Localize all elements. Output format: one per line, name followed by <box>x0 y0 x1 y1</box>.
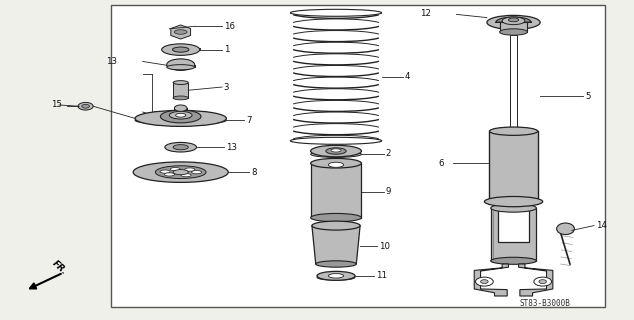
Ellipse shape <box>311 158 361 168</box>
Text: 4: 4 <box>404 72 410 81</box>
Bar <box>510 35 517 131</box>
Ellipse shape <box>135 116 226 125</box>
Ellipse shape <box>174 105 187 111</box>
Ellipse shape <box>176 113 186 117</box>
Ellipse shape <box>534 277 552 286</box>
Text: 5: 5 <box>585 92 591 100</box>
Ellipse shape <box>174 30 187 34</box>
Ellipse shape <box>487 15 540 29</box>
Bar <box>311 163 361 218</box>
Ellipse shape <box>539 280 547 284</box>
Bar <box>489 131 538 202</box>
Polygon shape <box>519 264 553 296</box>
Ellipse shape <box>82 104 89 108</box>
Text: 6: 6 <box>438 159 444 168</box>
Text: 11: 11 <box>376 271 387 280</box>
Ellipse shape <box>326 148 346 154</box>
Text: 12: 12 <box>420 9 431 18</box>
Ellipse shape <box>328 274 344 278</box>
Ellipse shape <box>172 47 189 52</box>
Ellipse shape <box>489 197 538 206</box>
Polygon shape <box>496 17 531 22</box>
Ellipse shape <box>491 257 536 264</box>
Ellipse shape <box>173 81 188 84</box>
Ellipse shape <box>491 204 536 212</box>
Polygon shape <box>171 25 191 39</box>
Ellipse shape <box>502 17 525 25</box>
Text: 3: 3 <box>224 83 230 92</box>
Text: 13: 13 <box>107 57 117 66</box>
Text: 14: 14 <box>596 221 607 230</box>
Ellipse shape <box>312 221 360 230</box>
Text: 8: 8 <box>251 168 257 177</box>
Bar <box>491 208 536 261</box>
Text: 16: 16 <box>224 22 235 31</box>
Text: 7: 7 <box>246 116 252 124</box>
Ellipse shape <box>500 29 527 35</box>
Text: 13: 13 <box>226 143 236 152</box>
Ellipse shape <box>162 44 200 55</box>
Text: 2: 2 <box>385 149 391 158</box>
Ellipse shape <box>173 145 188 150</box>
Ellipse shape <box>476 277 493 286</box>
Text: 9: 9 <box>385 188 391 196</box>
Ellipse shape <box>160 170 170 173</box>
Ellipse shape <box>311 145 361 157</box>
Ellipse shape <box>160 110 201 123</box>
Ellipse shape <box>164 173 174 176</box>
Ellipse shape <box>165 142 197 152</box>
Bar <box>111 5 605 307</box>
Text: ST83-B3000B: ST83-B3000B <box>520 299 571 308</box>
Ellipse shape <box>317 275 355 280</box>
Ellipse shape <box>311 213 361 222</box>
Ellipse shape <box>170 168 180 171</box>
Ellipse shape <box>508 18 519 22</box>
Bar <box>173 83 188 98</box>
Ellipse shape <box>167 65 195 70</box>
Ellipse shape <box>316 261 356 267</box>
Ellipse shape <box>181 173 191 177</box>
Bar <box>500 22 527 32</box>
Text: FR.: FR. <box>51 259 69 276</box>
Ellipse shape <box>484 196 543 207</box>
Ellipse shape <box>173 96 188 100</box>
Polygon shape <box>474 264 508 296</box>
Ellipse shape <box>191 171 202 174</box>
Ellipse shape <box>481 280 488 284</box>
Polygon shape <box>312 226 360 264</box>
Ellipse shape <box>169 111 192 119</box>
Ellipse shape <box>184 168 195 171</box>
Ellipse shape <box>167 59 195 70</box>
Ellipse shape <box>78 102 93 110</box>
Ellipse shape <box>133 162 228 182</box>
Ellipse shape <box>557 223 574 235</box>
Ellipse shape <box>155 166 206 179</box>
Ellipse shape <box>173 170 188 175</box>
Bar <box>498 206 529 242</box>
Ellipse shape <box>317 271 355 280</box>
Ellipse shape <box>331 149 341 152</box>
Ellipse shape <box>290 9 382 16</box>
Text: 1: 1 <box>224 45 230 54</box>
Ellipse shape <box>311 151 361 157</box>
Ellipse shape <box>135 110 226 126</box>
Ellipse shape <box>489 127 538 135</box>
Text: 15: 15 <box>51 100 61 109</box>
Ellipse shape <box>290 137 382 144</box>
Text: 10: 10 <box>379 242 390 251</box>
Ellipse shape <box>328 162 344 167</box>
